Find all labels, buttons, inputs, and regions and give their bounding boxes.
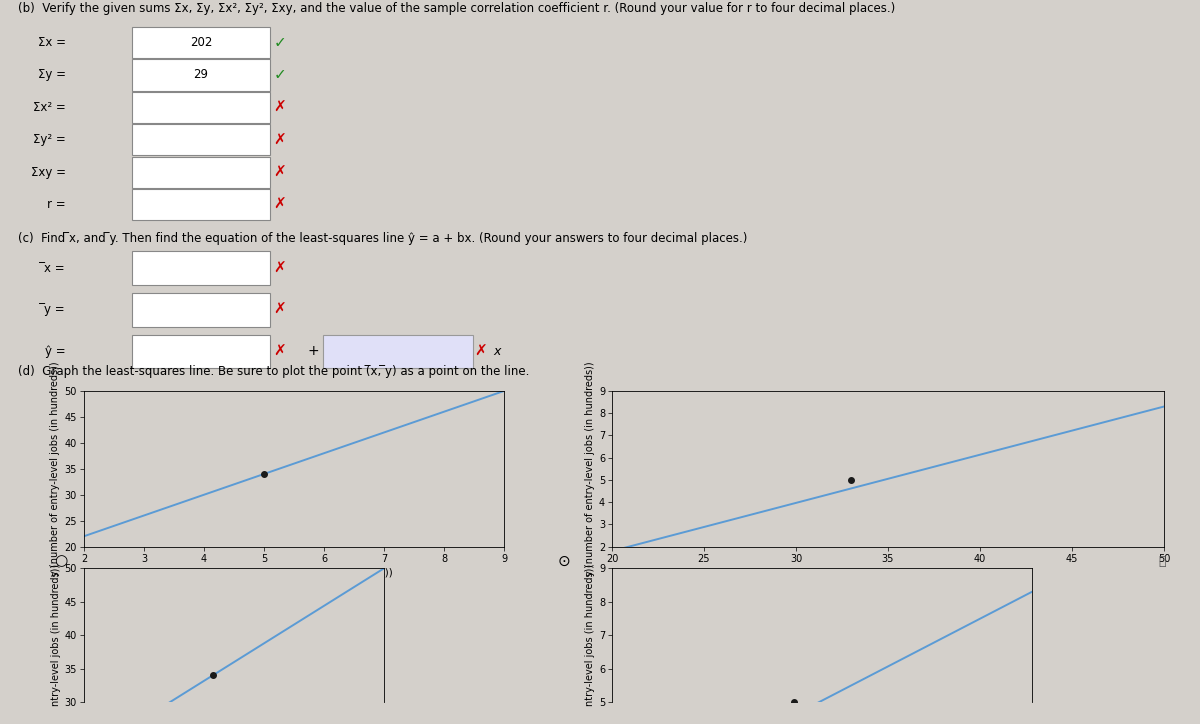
Text: 29: 29 (193, 69, 209, 81)
Text: ̅x =: ̅x = (46, 261, 66, 274)
Text: ŷ =: ŷ = (46, 345, 66, 358)
Text: ✗: ✗ (274, 302, 287, 317)
FancyBboxPatch shape (132, 92, 270, 123)
Text: ✗: ✗ (274, 198, 287, 212)
Text: ⓘ: ⓘ (1158, 555, 1165, 568)
Text: ✗: ✗ (274, 261, 287, 276)
Text: Σx =: Σx = (38, 36, 66, 49)
FancyBboxPatch shape (132, 251, 270, 285)
FancyBboxPatch shape (132, 189, 270, 220)
Text: Σy =: Σy = (38, 69, 66, 81)
Text: x: x (493, 345, 500, 358)
Text: Σy² =: Σy² = (34, 133, 66, 146)
Text: ✓: ✓ (274, 35, 287, 50)
Text: ✓: ✓ (274, 67, 287, 83)
Y-axis label: y (number of entry-level jobs (in hundreds)): y (number of entry-level jobs (in hundre… (50, 361, 60, 576)
Text: Σx² =: Σx² = (34, 101, 66, 114)
Text: (d)  Graph the least-squares line. Be sure to plot the point (̅x, ̅y) as a point: (d) Graph the least-squares line. Be sur… (18, 365, 529, 377)
Y-axis label: ntry-level jobs (in hundreds)): ntry-level jobs (in hundreds)) (50, 564, 60, 707)
FancyBboxPatch shape (132, 59, 270, 90)
Text: ✗: ✗ (274, 100, 287, 115)
Text: ✗: ✗ (474, 344, 487, 359)
FancyBboxPatch shape (323, 334, 473, 369)
Text: ✗: ✗ (274, 165, 287, 180)
Text: ✗: ✗ (274, 344, 287, 359)
Text: ̅y =: ̅y = (46, 303, 66, 316)
FancyBboxPatch shape (132, 334, 270, 369)
Text: ○: ○ (54, 554, 67, 568)
Text: ✗: ✗ (274, 132, 287, 148)
Text: +: + (307, 345, 319, 358)
Y-axis label: y (number of entry-level jobs (in hundreds)): y (number of entry-level jobs (in hundre… (584, 361, 595, 576)
Text: (b)  Verify the given sums Σx, Σy, Σx², Σy², Σxy, and the value of the sample co: (b) Verify the given sums Σx, Σy, Σx², Σ… (18, 2, 895, 15)
Y-axis label: ntry-level jobs (in hundreds)): ntry-level jobs (in hundreds)) (584, 564, 595, 707)
FancyBboxPatch shape (132, 125, 270, 156)
Text: 202: 202 (190, 36, 212, 49)
FancyBboxPatch shape (132, 293, 270, 327)
Text: Σxy =: Σxy = (31, 166, 66, 179)
FancyBboxPatch shape (132, 27, 270, 58)
Text: r =: r = (47, 198, 66, 211)
Text: (c)  Find ̅x, and ̅y. Then find the equation of the least-squares line ŷ = a + b: (c) Find ̅x, and ̅y. Then find the equat… (18, 232, 748, 245)
Text: ⊙: ⊙ (558, 554, 571, 568)
X-axis label: x (total number of jobs (in hundreds)): x (total number of jobs (in hundreds)) (196, 568, 392, 578)
FancyBboxPatch shape (132, 156, 270, 188)
X-axis label: x (total number of jobs (in hundreds)): x (total number of jobs (in hundreds)) (790, 568, 986, 578)
